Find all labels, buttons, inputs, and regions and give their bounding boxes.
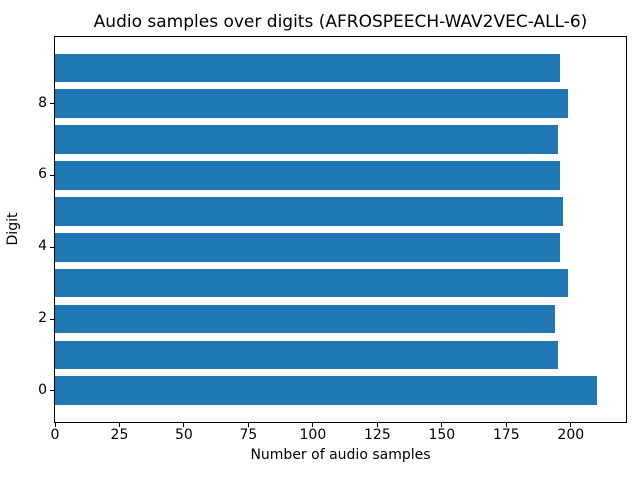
x-tick-mark-125 — [376, 423, 378, 427]
bar-digit-6 — [55, 161, 561, 190]
x-axis-label: Number of audio samples — [250, 447, 431, 463]
x-tick-label-175: 175 — [492, 427, 520, 443]
y-tick-label-8: 8 — [38, 94, 47, 111]
x-tick-mark-100 — [312, 423, 314, 427]
bar-digit-0 — [55, 376, 597, 406]
x-tick-label-25: 25 — [110, 427, 129, 443]
x-tick-mark-25 — [118, 423, 120, 427]
x-tick-label-200: 200 — [557, 427, 585, 443]
y-tick-mark-0 — [50, 390, 54, 392]
x-tick-label-100: 100 — [299, 427, 327, 443]
bar-digit-7 — [55, 125, 558, 154]
x-tick-label-50: 50 — [175, 427, 193, 443]
y-tick-mark-6 — [50, 174, 54, 176]
x-tick-label-0: 0 — [50, 427, 60, 443]
y-axis-label: Digit — [5, 212, 21, 246]
y-tick-label-2: 2 — [38, 310, 47, 327]
bar-digit-2 — [55, 304, 556, 334]
chart-title: Audio samples over digits (AFROSPEECH-WA… — [93, 12, 588, 32]
bar-digit-8 — [55, 89, 569, 119]
y-tick-label-6: 6 — [38, 166, 47, 183]
bar-digit-3 — [55, 268, 569, 298]
y-tick-mark-8 — [50, 103, 54, 105]
bar-digit-1 — [55, 340, 558, 370]
x-tick-mark-50 — [183, 423, 185, 427]
x-tick-mark-175 — [505, 423, 507, 427]
y-tick-label-0: 0 — [38, 381, 47, 398]
x-tick-label-125: 125 — [364, 427, 391, 443]
plot-area — [54, 36, 627, 423]
y-tick-mark-2 — [50, 318, 54, 320]
bar-digit-5 — [55, 197, 564, 226]
x-tick-label-75: 75 — [239, 427, 258, 443]
y-tick-mark-4 — [50, 246, 54, 248]
x-tick-mark-200 — [570, 423, 572, 427]
x-tick-label-150: 150 — [428, 427, 456, 443]
bar-digit-9 — [55, 53, 561, 83]
x-tick-mark-150 — [441, 423, 443, 427]
y-tick-label-4: 4 — [38, 238, 47, 255]
bar-digit-4 — [55, 232, 561, 262]
x-tick-mark-75 — [247, 423, 249, 427]
x-tick-mark-0 — [54, 423, 56, 427]
